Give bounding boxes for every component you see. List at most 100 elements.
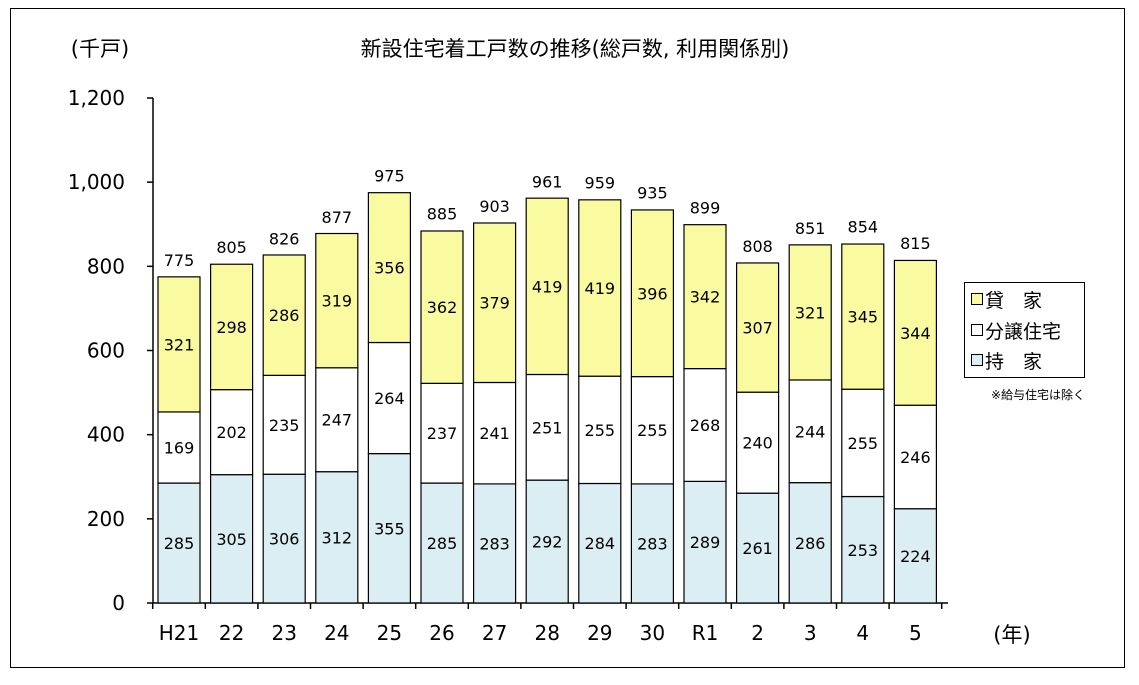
bar-segment [578, 375, 622, 485]
x-tick-label: 5 [909, 621, 922, 645]
legend-swatch-owned [971, 354, 983, 366]
data-label: 298 [216, 318, 247, 337]
data-label: 264 [374, 389, 405, 408]
data-label: 246 [900, 448, 931, 467]
data-label: 319 [322, 292, 353, 311]
data-label: 237 [427, 424, 458, 443]
legend-item-owned: 持 家 [971, 347, 1042, 373]
total-label: 805 [216, 238, 247, 257]
bar-segment [841, 495, 885, 604]
data-label: 312 [322, 528, 353, 547]
total-label: 826 [269, 229, 300, 248]
x-tick-label: H21 [159, 621, 200, 645]
data-label: 342 [690, 288, 721, 307]
y-tick-label: 600 [87, 339, 125, 363]
y-tick-label: 400 [87, 423, 125, 447]
total-label: 851 [795, 219, 826, 238]
chart-title: 新設住宅着工戸数の推移(総戸数, 利用関係別) [361, 37, 790, 61]
bar-segment [210, 474, 254, 604]
total-label: 961 [532, 173, 563, 192]
data-label: 289 [690, 533, 721, 552]
legend: 貸 家 分譲住宅 持 家 [964, 282, 1085, 378]
plot-area: 02004006008001,0001,200285169321775H2130… [68, 86, 948, 645]
bar-segment [315, 471, 359, 604]
bar-segment [315, 232, 359, 369]
total-label: 808 [742, 237, 773, 256]
data-label: 241 [479, 424, 510, 443]
data-label: 224 [900, 547, 931, 566]
data-label: 283 [637, 534, 668, 553]
bar-segment [420, 382, 464, 484]
y-tick-label: 200 [87, 507, 125, 531]
legend-swatch-rental [971, 293, 983, 305]
x-tick-label: 27 [482, 621, 507, 645]
x-tick-label: 30 [640, 621, 665, 645]
bar-segment [367, 341, 411, 455]
bar-segment [157, 276, 201, 413]
legend-swatch-condo [971, 324, 983, 336]
total-label: 885 [427, 205, 458, 224]
x-tick-label: 23 [271, 621, 296, 645]
bar-segment [525, 197, 569, 376]
bar-segment [578, 482, 622, 604]
data-label: 307 [742, 319, 773, 338]
bar-segment [893, 404, 938, 510]
bar-segment [315, 367, 359, 473]
data-label: 286 [795, 534, 826, 553]
bar-segment [683, 224, 727, 370]
bar-segment [525, 479, 569, 604]
data-label: 268 [690, 416, 721, 435]
total-label: 903 [479, 197, 510, 216]
bar-segment [420, 482, 464, 604]
total-label: 959 [585, 173, 616, 192]
total-label: 899 [690, 199, 721, 218]
data-label: 292 [532, 533, 563, 552]
x-tick-label: 28 [534, 621, 559, 645]
data-label: 419 [532, 277, 563, 296]
x-tick-label: 2 [751, 621, 764, 645]
bar-segment [262, 254, 306, 376]
note-text: ※給与住宅は除く [991, 388, 1086, 402]
bar-segment [630, 483, 675, 604]
data-label: 306 [269, 530, 300, 549]
data-label: 255 [848, 434, 879, 453]
data-label: 345 [848, 308, 879, 327]
bar-segment [630, 209, 675, 378]
data-label: 355 [374, 519, 405, 538]
legend-label-owned: 持 家 [985, 350, 1043, 373]
data-label: 255 [637, 421, 668, 440]
bar-segment [262, 374, 306, 475]
data-label: 362 [427, 298, 458, 317]
bar-segment [841, 243, 885, 390]
data-label: 240 [742, 434, 773, 453]
legend-item-rental: 貸 家 [971, 286, 1042, 312]
x-tick-label: 25 [377, 621, 402, 645]
y-tick-label: 1,200 [68, 86, 125, 110]
y-tick-label: 0 [112, 591, 125, 615]
x-tick-label: 3 [804, 621, 817, 645]
data-label: 321 [164, 335, 195, 354]
bar-segment [420, 230, 464, 384]
data-label: 244 [795, 422, 826, 441]
data-label: 419 [585, 279, 616, 298]
x-tick-label: 24 [324, 621, 349, 645]
bar-segment [788, 244, 832, 381]
data-label: 285 [427, 534, 458, 553]
bar-segment [367, 192, 411, 344]
data-label: 321 [795, 303, 826, 322]
data-label: 261 [742, 539, 773, 558]
bar-segment [893, 259, 938, 406]
bar-segment [262, 473, 306, 604]
x-tick-label: 4 [856, 621, 869, 645]
data-label: 253 [848, 541, 879, 560]
total-label: 877 [322, 208, 353, 227]
data-label: 255 [585, 421, 616, 440]
data-label: 305 [216, 530, 247, 549]
total-label: 815 [900, 234, 931, 253]
y-tick-label: 800 [87, 254, 125, 278]
data-label: 251 [532, 418, 563, 437]
total-label: 854 [848, 218, 879, 237]
bar-segment [893, 508, 938, 604]
bar-segment [683, 367, 727, 482]
